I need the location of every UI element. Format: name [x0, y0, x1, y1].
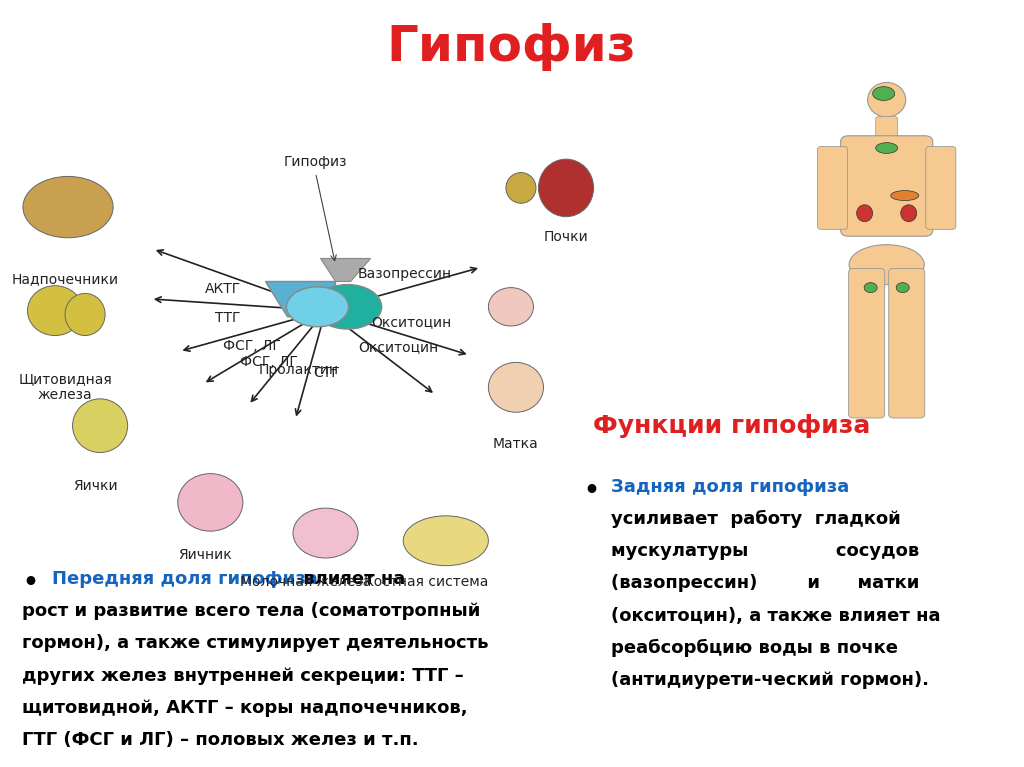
Ellipse shape	[864, 283, 878, 293]
FancyBboxPatch shape	[849, 268, 885, 418]
Ellipse shape	[178, 474, 243, 532]
Text: Яичник: Яичник	[178, 548, 232, 562]
Text: Почки: Почки	[544, 230, 589, 244]
Ellipse shape	[849, 245, 925, 285]
Ellipse shape	[857, 205, 872, 222]
Ellipse shape	[872, 87, 895, 100]
Text: Задняя доля гипофиза: Задняя доля гипофиза	[611, 478, 849, 495]
Text: мускулатуры              сосудов: мускулатуры сосудов	[611, 542, 920, 560]
Text: (вазопрессин)        и      матки: (вазопрессин) и матки	[611, 574, 920, 592]
Ellipse shape	[506, 173, 536, 203]
Ellipse shape	[891, 191, 919, 201]
Text: Молочная железа: Молочная железа	[240, 575, 371, 589]
Text: ГТГ (ФСГ и ЛГ) – половых желез и т.п.: ГТГ (ФСГ и ЛГ) – половых желез и т.п.	[22, 731, 419, 749]
Ellipse shape	[867, 83, 905, 117]
Ellipse shape	[901, 205, 916, 222]
Text: Окситоцин: Окситоцин	[372, 315, 452, 329]
Ellipse shape	[488, 363, 544, 413]
FancyBboxPatch shape	[876, 117, 898, 144]
Ellipse shape	[293, 508, 358, 558]
Ellipse shape	[876, 143, 898, 153]
Ellipse shape	[66, 294, 105, 336]
FancyBboxPatch shape	[926, 146, 955, 229]
Text: Гипофиз: Гипофиз	[386, 23, 636, 71]
Ellipse shape	[287, 287, 348, 327]
Text: Передняя доля гипофиза: Передняя доля гипофиза	[52, 570, 317, 588]
Ellipse shape	[488, 288, 534, 326]
Text: Щитовидная
железа: Щитовидная железа	[18, 372, 112, 402]
Text: (антидиурети-ческий гормон).: (антидиурети-ческий гормон).	[611, 671, 929, 689]
Text: влияет на: влияет на	[298, 570, 406, 588]
Text: рост и развитие всего тела (соматотропный: рост и развитие всего тела (соматотропны…	[22, 602, 480, 620]
Text: других желез внутренней секреции: ТТГ –: других желез внутренней секреции: ТТГ –	[22, 667, 464, 684]
Text: ФСГ, ЛГ: ФСГ, ЛГ	[241, 355, 298, 369]
Ellipse shape	[28, 285, 83, 336]
Ellipse shape	[73, 399, 128, 453]
Text: усиливает  работу  гладкой: усиливает работу гладкой	[611, 510, 901, 528]
Ellipse shape	[313, 285, 382, 329]
Text: АКТГ: АКТГ	[205, 282, 241, 296]
Text: Функции гипофиза: Функции гипофиза	[593, 414, 870, 438]
Text: Матка: Матка	[494, 437, 539, 451]
Text: Костная система: Костная система	[364, 575, 488, 589]
Text: реабсорбцию воды в почке: реабсорбцию воды в почке	[611, 639, 898, 657]
Text: Надпочечники: Надпочечники	[11, 272, 119, 286]
Text: Гипофиз: Гипофиз	[284, 155, 347, 169]
FancyBboxPatch shape	[817, 146, 848, 229]
Polygon shape	[265, 281, 336, 317]
Text: Пролактин: Пролактин	[258, 363, 339, 377]
Ellipse shape	[403, 516, 488, 566]
Text: Окситоцин: Окситоцин	[358, 340, 439, 354]
Ellipse shape	[539, 159, 594, 217]
Text: (окситоцин), а также влияет на: (окситоцин), а также влияет на	[611, 607, 941, 624]
Text: гормон), а также стимулирует деятельность: гормон), а также стимулирует деятельност…	[22, 634, 488, 652]
Text: ФСГ, ЛГ: ФСГ, ЛГ	[222, 339, 281, 353]
Text: •: •	[583, 479, 599, 503]
Ellipse shape	[23, 176, 113, 238]
Polygon shape	[321, 258, 371, 281]
Text: •: •	[22, 571, 38, 595]
FancyBboxPatch shape	[889, 268, 925, 418]
FancyBboxPatch shape	[841, 136, 933, 236]
Text: Вазопрессин: Вазопрессин	[357, 267, 452, 281]
Ellipse shape	[896, 283, 909, 293]
Text: ТТГ: ТТГ	[215, 311, 241, 325]
Text: щитовидной, АКТГ – коры надпочечников,: щитовидной, АКТГ – коры надпочечников,	[22, 699, 468, 716]
Text: Яички: Яички	[73, 479, 118, 493]
Text: СТГ: СТГ	[313, 367, 340, 380]
